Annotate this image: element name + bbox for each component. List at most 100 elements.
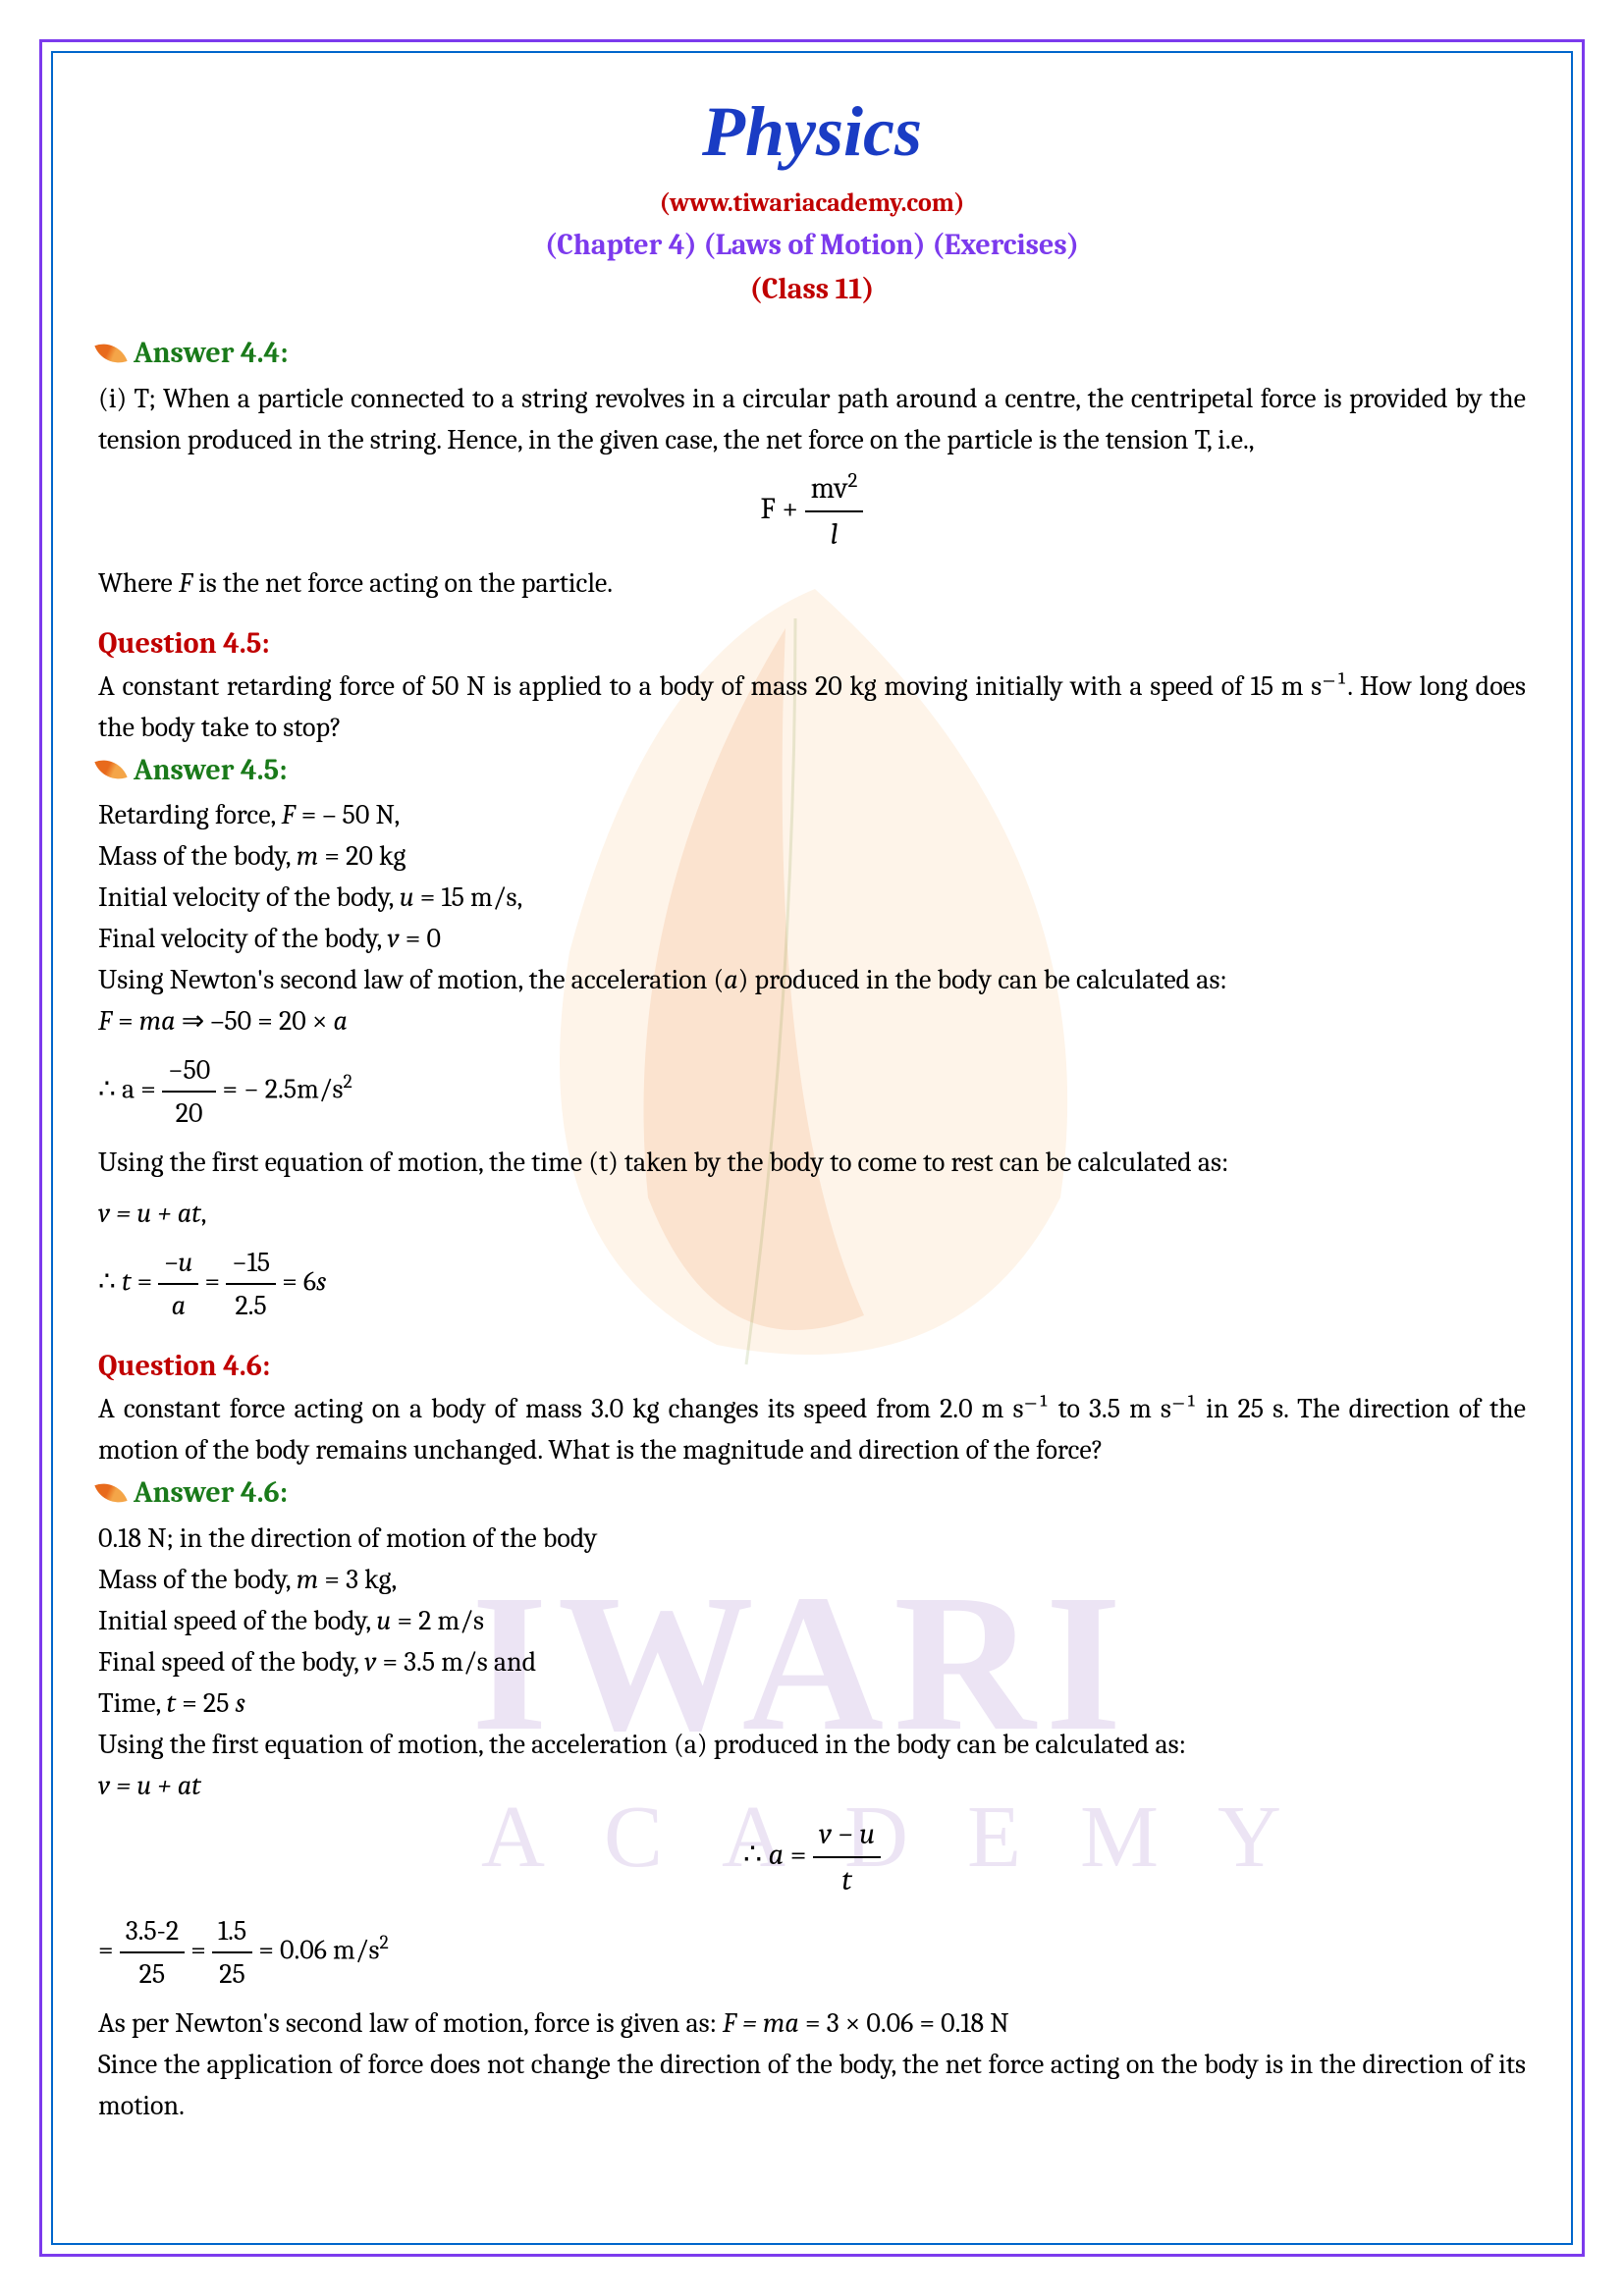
t: = <box>112 1005 139 1037</box>
page-content: Physics (www.tiwariacademy.com) (Chapter… <box>98 79 1526 2217</box>
n: −u <box>158 1242 198 1285</box>
t: = 0 <box>400 923 441 954</box>
t: , <box>201 1198 207 1229</box>
a45-l5: Using Newton's second law of motion, the… <box>98 959 1526 1000</box>
frac: −152.5 <box>226 1242 276 1326</box>
t: = 25 <box>176 1687 236 1719</box>
t: ma <box>139 1005 176 1037</box>
p2b: F <box>179 567 192 599</box>
n: 1.5 <box>212 1910 252 1953</box>
t: = <box>98 1934 120 1965</box>
a46-l9: = 3.5-225 = 1.525 = 0.06 m/s2 <box>98 1910 1526 1995</box>
t: = – 50 N, <box>296 799 401 830</box>
t: = 0.06 m/s <box>258 1934 379 1965</box>
answer-45-text: Answer 4.5: <box>134 748 287 792</box>
t: s <box>236 1687 245 1719</box>
t: ∴ <box>743 1838 769 1872</box>
t: F = ma <box>723 2007 799 2039</box>
a46-l11: Since the application of force does not … <box>98 2044 1526 2126</box>
f-lhs: F + <box>761 492 799 526</box>
d: a <box>158 1285 198 1326</box>
t: Final velocity of the body, <box>98 923 388 954</box>
ans44-p2: Where F is the net force acting on the p… <box>98 562 1526 604</box>
answer-4-5-label: Answer 4.5: <box>98 748 287 792</box>
ans44-formula: F + mv2 l <box>98 466 1526 557</box>
a46-l2: Mass of the body, m = 3 kg, <box>98 1559 1526 1600</box>
t: = 15 m/s, <box>414 881 523 913</box>
t: Retarding force, <box>98 799 282 830</box>
t: Initial velocity of the body, <box>98 881 400 913</box>
t: = <box>204 1266 226 1298</box>
t: = <box>190 1934 212 1965</box>
t: v <box>388 923 400 954</box>
answer-46-text: Answer 4.6: <box>134 1470 288 1515</box>
t: u <box>376 1605 391 1636</box>
a45-l6: F = ma ⇒ –50 = 20 × a <box>98 1000 1526 1041</box>
frac: 1.525 <box>212 1910 252 1995</box>
t: a <box>724 964 737 995</box>
n: −15 <box>226 1242 276 1285</box>
leaf-icon <box>94 753 127 785</box>
t: t <box>167 1687 177 1719</box>
t: Mass of the body, <box>98 1564 297 1595</box>
f-den: l <box>805 512 864 557</box>
page-title: Physics <box>98 79 1526 185</box>
leaf-icon <box>94 337 127 369</box>
frac: −ua <box>158 1242 198 1326</box>
t: = 3 × 0.06 = 0.18 N <box>799 2007 1009 2039</box>
f-num: mv <box>811 471 848 506</box>
t: v = u + at <box>98 1198 201 1229</box>
t: As per Newton's second law of motion, fo… <box>98 2007 723 2039</box>
sup: 2 <box>344 1070 352 1093</box>
n: 3.5-2 <box>120 1910 185 1953</box>
d: t <box>813 1858 881 1902</box>
t: Mass of the body, <box>98 840 297 872</box>
t: Time, <box>98 1687 167 1719</box>
ans44-p1: (i) T; When a particle connected to a st… <box>98 378 1526 460</box>
t: ∴ a = <box>98 1074 162 1105</box>
a46-l10: As per Newton's second law of motion, fo… <box>98 2002 1526 2044</box>
a46-l6: Using the first equation of motion, the … <box>98 1724 1526 1765</box>
t: = <box>784 1838 813 1872</box>
a46-l1: 0.18 N; in the direction of motion of th… <box>98 1518 1526 1559</box>
t: F <box>282 799 296 830</box>
t: ∴ <box>98 1266 122 1298</box>
t: = 3 kg, <box>318 1564 397 1595</box>
q46-text: A constant force acting on a body of mas… <box>98 1388 1526 1470</box>
p2a: Where <box>98 567 179 599</box>
t: = − 2.5m/s <box>222 1074 343 1105</box>
t: a <box>769 1838 784 1872</box>
t: v <box>364 1646 376 1678</box>
p2c: is the net force acting on the particle. <box>192 567 613 599</box>
q46-label: Question 4.6: <box>98 1344 1526 1388</box>
q45-text: A constant retarding force of 50 N is ap… <box>98 666 1526 748</box>
d: 25 <box>212 1953 252 1995</box>
t: m <box>297 840 318 872</box>
t: ) produced in the body can be calculated… <box>738 964 1227 995</box>
class-line: (Class 11) <box>98 267 1526 311</box>
t: = <box>132 1266 159 1298</box>
a46-l3: Initial speed of the body, u = 2 m/s <box>98 1600 1526 1641</box>
d: 25 <box>120 1953 185 1995</box>
n: −50 <box>162 1049 216 1093</box>
t: t <box>122 1266 132 1298</box>
t: s <box>316 1266 326 1298</box>
d: 2.5 <box>226 1285 276 1326</box>
question-4-5: Question 4.5: A constant retarding force… <box>98 621 1526 1327</box>
question-4-6: Question 4.6: A constant force acting on… <box>98 1344 1526 2126</box>
frac: −5020 <box>162 1049 216 1134</box>
website-link: (www.tiwariacademy.com) <box>98 185 1526 223</box>
a46-l8: ∴ a = v − ut <box>98 1812 1526 1902</box>
a45-l1: Retarding force, F = – 50 N, <box>98 794 1526 835</box>
t: = 6 <box>282 1266 316 1298</box>
a45-l10: ∴ t = −ua = −152.5 = 6s <box>98 1242 1526 1326</box>
t: Initial speed of the body, <box>98 1605 376 1636</box>
t: Using Newton's second law of motion, the… <box>98 964 724 995</box>
a46-l4: Final speed of the body, v = 3.5 m/s and <box>98 1641 1526 1682</box>
page-header: Physics (www.tiwariacademy.com) (Chapter… <box>98 79 1526 311</box>
q45-label: Question 4.5: <box>98 621 1526 666</box>
a45-l3: Initial velocity of the body, u = 15 m/s… <box>98 877 1526 918</box>
f-frac: mv2 l <box>805 466 864 557</box>
t: = 3.5 m/s and <box>376 1646 536 1678</box>
a46-l5: Time, t = 25 s <box>98 1682 1526 1724</box>
